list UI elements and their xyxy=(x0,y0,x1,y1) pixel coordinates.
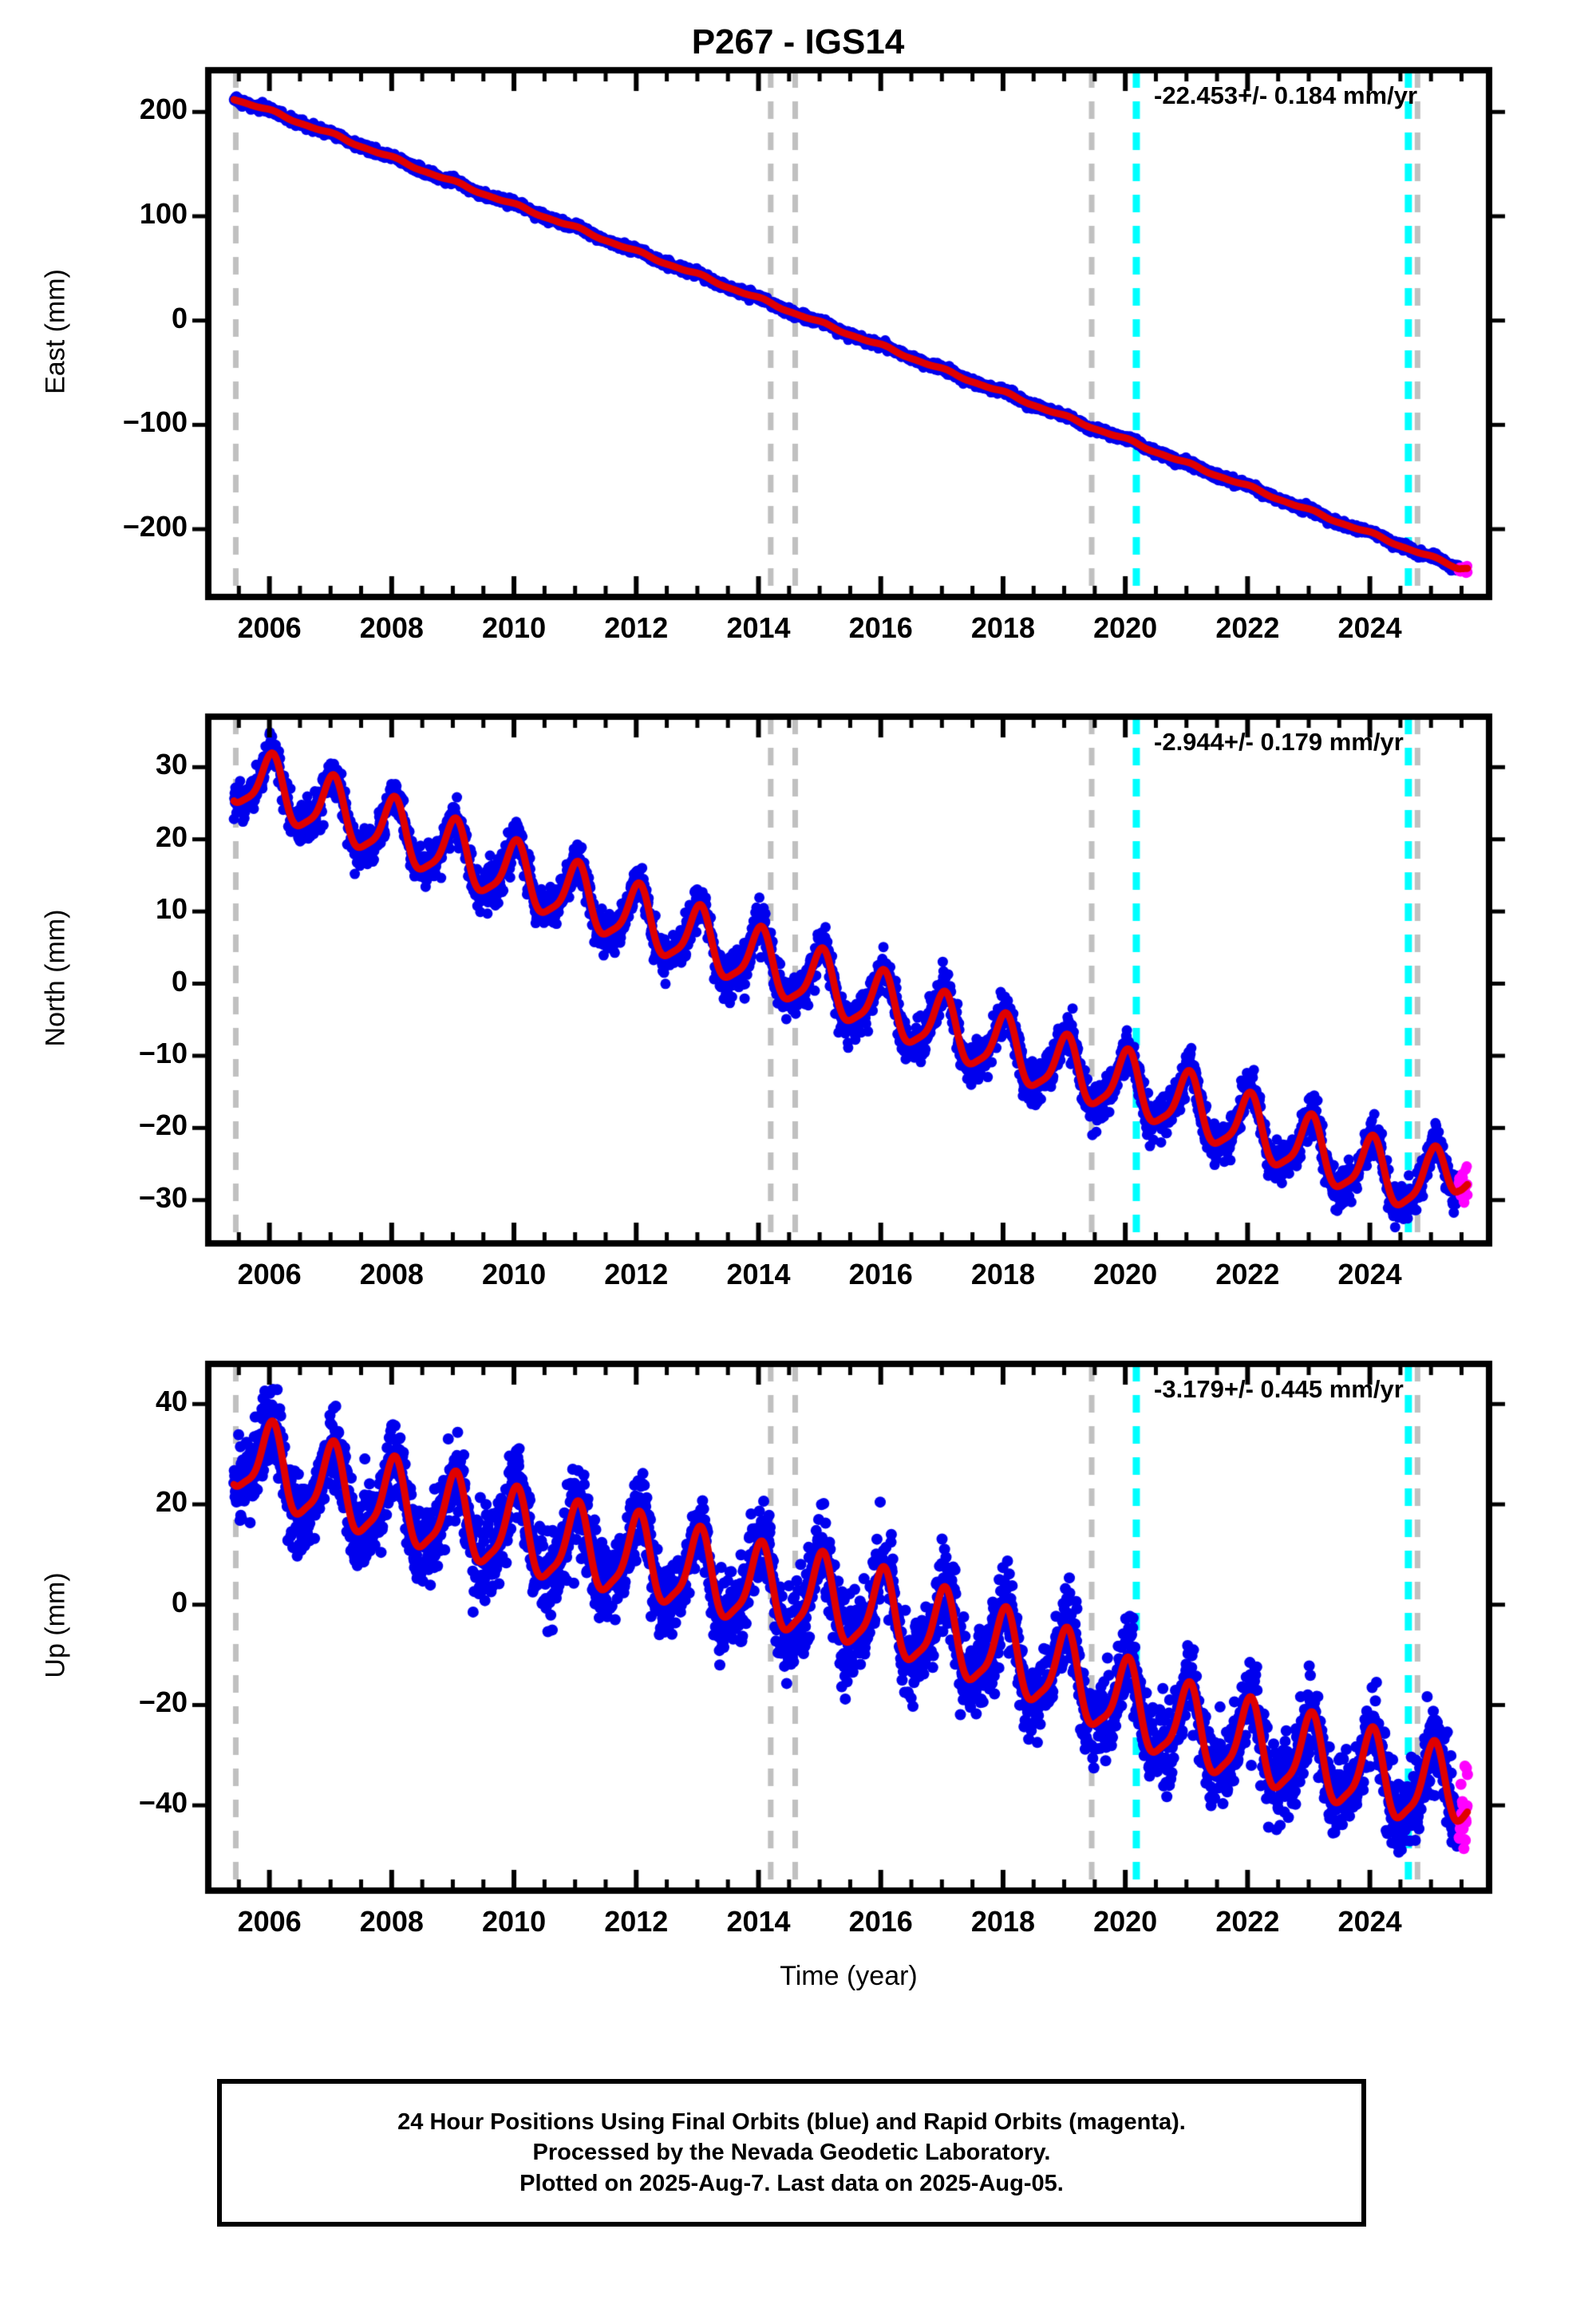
y-tick-label-up-0: 40 xyxy=(155,1385,188,1418)
x-tick-label-up-7: 2020 xyxy=(1093,1905,1158,1938)
y-tick-label-north-4: −10 xyxy=(138,1036,188,1069)
y-tick-label-east-1: 100 xyxy=(139,196,188,230)
x-tick-label-north-4: 2014 xyxy=(726,1258,791,1290)
x-tick-label-east-8: 2022 xyxy=(1215,611,1280,644)
y-tick-label-north-6: −30 xyxy=(138,1180,188,1214)
y-tick-label-up-3: −20 xyxy=(138,1686,188,1719)
x-tick-label-north-6: 2018 xyxy=(970,1258,1035,1290)
x-tick-label-east-5: 2016 xyxy=(848,611,913,644)
x-tick-label-up-4: 2014 xyxy=(726,1905,791,1938)
x-axis-label: Time (year) xyxy=(780,1961,918,1991)
page-title: P267 - IGS14 xyxy=(691,22,905,61)
x-tick-label-east-7: 2020 xyxy=(1093,611,1158,644)
x-tick-label-east-0: 2006 xyxy=(237,611,302,644)
y-tick-label-east-2: 0 xyxy=(171,301,188,334)
x-tick-label-east-2: 2010 xyxy=(482,611,547,644)
x-tick-label-north-1: 2008 xyxy=(359,1258,424,1290)
x-tick-label-north-9: 2024 xyxy=(1337,1258,1402,1290)
y-tick-label-east-4: −200 xyxy=(122,510,188,543)
x-tick-label-north-2: 2010 xyxy=(482,1258,547,1290)
x-tick-label-up-5: 2016 xyxy=(848,1905,913,1938)
x-tick-label-north-5: 2016 xyxy=(848,1258,913,1290)
y-tick-label-north-3: 0 xyxy=(171,964,188,998)
caption-box: 24 Hour Positions Using Final Orbits (bl… xyxy=(217,2079,1366,2227)
x-tick-label-up-1: 2008 xyxy=(359,1905,424,1938)
y-tick-label-up-2: 0 xyxy=(171,1585,188,1618)
x-tick-label-up-3: 2012 xyxy=(604,1905,669,1938)
rate-annotation-east: -22.453+/- 0.184 mm/yr xyxy=(1154,81,1418,109)
x-tick-label-up-6: 2018 xyxy=(970,1905,1035,1938)
caption-line-1: 24 Hour Positions Using Final Orbits (bl… xyxy=(397,2109,1186,2136)
y-tick-label-north-0: 30 xyxy=(155,748,188,781)
x-tick-label-up-2: 2010 xyxy=(482,1905,547,1938)
x-tick-label-north-3: 2012 xyxy=(604,1258,669,1290)
x-tick-label-up-8: 2022 xyxy=(1215,1905,1280,1938)
y-tick-label-up-1: 20 xyxy=(155,1485,188,1518)
x-tick-label-up-0: 2006 xyxy=(237,1905,302,1938)
x-tick-label-east-1: 2008 xyxy=(359,611,424,644)
x-tick-label-up-9: 2024 xyxy=(1337,1905,1402,1938)
y-tick-label-east-0: 200 xyxy=(139,93,188,126)
y-tick-label-north-2: 10 xyxy=(155,892,188,926)
caption-line-2: Processed by the Nevada Geodetic Laborat… xyxy=(532,2140,1051,2166)
y-tick-label-east-3: −100 xyxy=(122,405,188,439)
x-tick-label-north-0: 2006 xyxy=(237,1258,302,1290)
x-tick-label-north-7: 2020 xyxy=(1093,1258,1158,1290)
caption-line-3: Plotted on 2025-Aug-7. Last data on 2025… xyxy=(519,2170,1064,2196)
y-tick-label-north-5: −20 xyxy=(138,1109,188,1142)
y-tick-label-north-1: 20 xyxy=(155,820,188,853)
x-tick-label-east-4: 2014 xyxy=(726,611,791,644)
x-tick-label-north-8: 2022 xyxy=(1215,1258,1280,1290)
x-tick-label-east-6: 2018 xyxy=(970,611,1035,644)
rate-annotation-up: -3.179+/- 0.445 mm/yr xyxy=(1154,1375,1404,1403)
y-tick-label-up-4: −40 xyxy=(138,1786,188,1820)
x-tick-label-east-3: 2012 xyxy=(604,611,669,644)
rate-annotation-north: -2.944+/- 0.179 mm/yr xyxy=(1154,728,1404,756)
x-tick-label-east-9: 2024 xyxy=(1337,611,1402,644)
